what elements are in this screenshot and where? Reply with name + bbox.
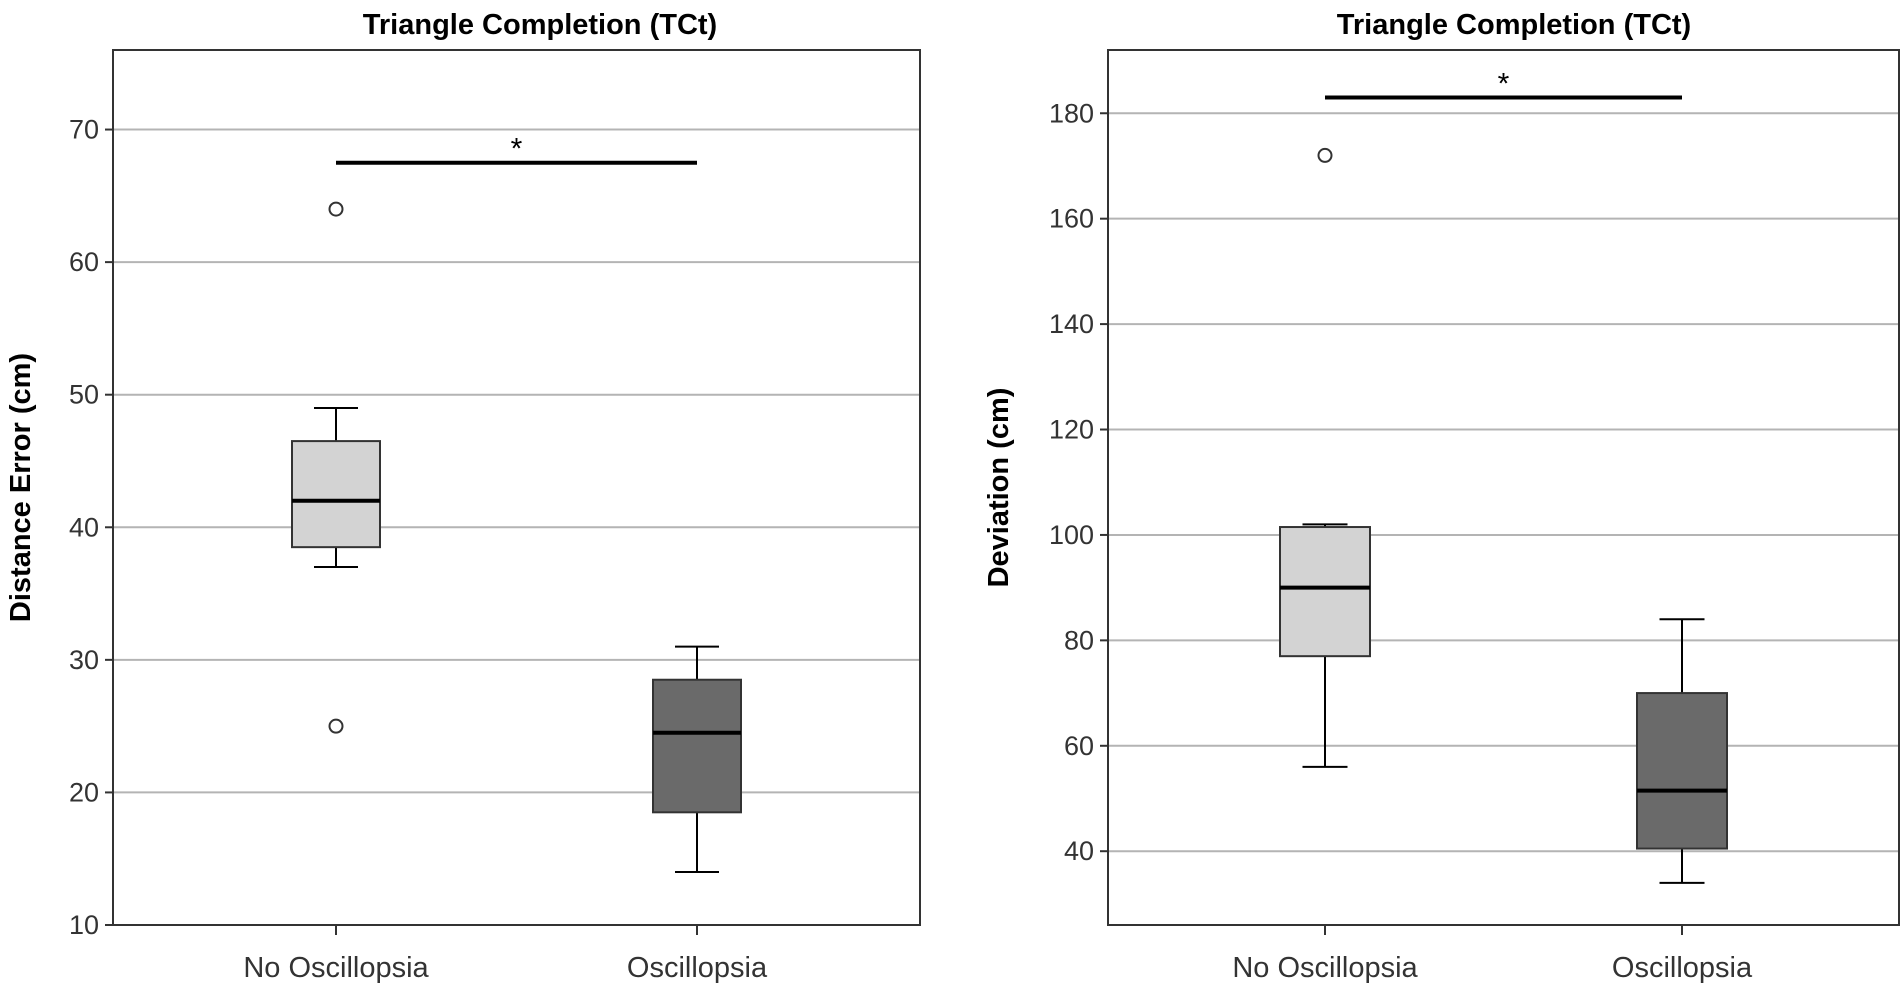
x-tick-label: Oscillopsia [627,952,768,984]
y-tick-label: 120 [1049,415,1094,445]
box-iqr [652,678,742,814]
chart-2: 40 60 80 100 120 140 160 180 Triangle Completion… [983,9,1900,984]
y-tick-label: 160 [1049,204,1094,234]
box-no-oscillopsia [1279,147,1371,768]
chart-title: Triangle Completion (TCt) [1337,9,1691,41]
y-tick-label: 40 [1064,836,1094,866]
box-iqr [1636,692,1728,850]
y-tick-label: 180 [1049,98,1094,128]
x-tick-label: Oscillopsia [1612,952,1753,984]
y-tick-label: 10 [69,910,99,940]
chart-1: 10 20 30 40 50 60 70 Triangle Completion (TCt) D… [5,9,921,984]
box-oscillopsia [1636,618,1728,884]
y-tick-label: 60 [69,247,99,277]
y-tick-label: 40 [69,512,99,542]
y-tick-label: 100 [1049,520,1094,550]
y-tick-label: 60 [1064,731,1094,761]
outlier-point [328,201,344,217]
plot-frame [112,49,921,926]
y-axis-label: Deviation (cm) [983,388,1015,588]
y-tick-label: 30 [69,645,99,675]
box-no-oscillopsia [291,201,381,734]
box-oscillopsia [652,645,742,873]
x-tick-label: No Oscillopsia [243,952,429,984]
box-iqr [291,440,381,549]
outlier-point [328,718,344,734]
y-tick-label: 50 [69,380,99,410]
y-tick-label: 70 [69,115,99,145]
outlier-point [1317,147,1333,163]
y-axis-label: Distance Error (cm) [5,353,37,622]
y-tick-label: 140 [1049,309,1094,339]
x-tick-label: No Oscillopsia [1232,952,1418,984]
y-tick-label: 20 [69,777,99,807]
box-iqr [1279,526,1371,658]
y-tick-label: 80 [1064,625,1094,655]
significance-marker: * [1498,67,1510,100]
significance-marker: * [511,133,523,166]
chart-title: Triangle Completion (TCt) [363,9,717,41]
plot-frame [1107,49,1900,926]
